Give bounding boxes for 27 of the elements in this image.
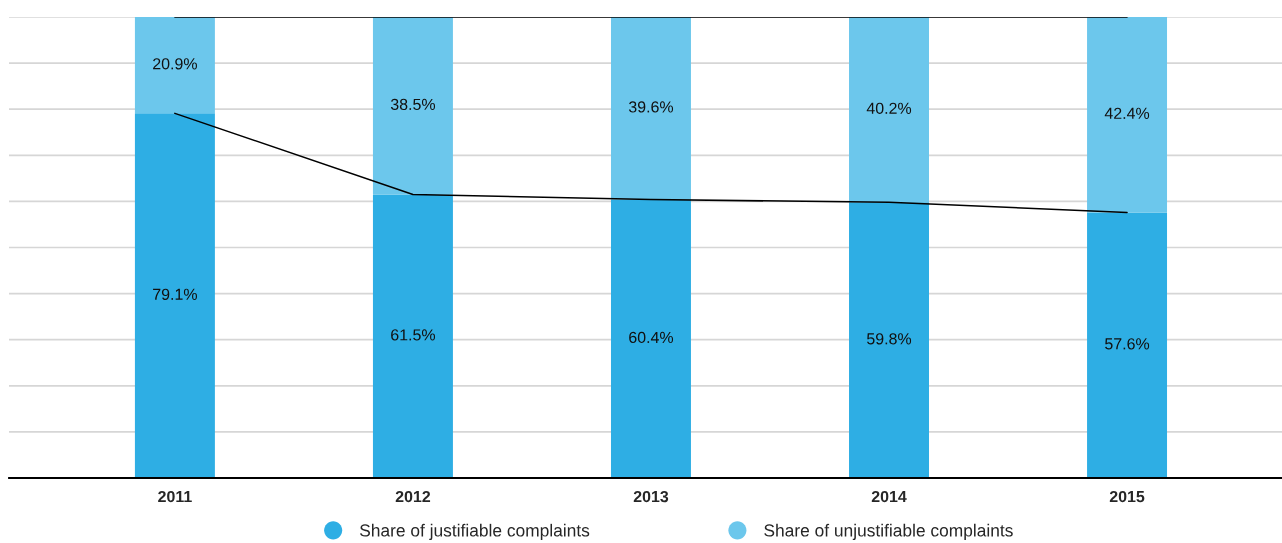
- bar: [372, 17, 453, 195]
- data-label: 38.5%: [390, 98, 436, 111]
- data-label: 42.4%: [1104, 107, 1150, 119]
- data-label: 20.9%: [153, 58, 197, 70]
- bar: [134, 17, 215, 114]
- bar: [849, 17, 929, 203]
- x-tick-label: 2012: [395, 490, 431, 503]
- data-label: 61.5%: [391, 329, 436, 341]
- x-tick-label: 2013: [633, 490, 669, 503]
- legend-label: Share of unjustifiable complaints: [764, 523, 1013, 541]
- data-label: 39.6%: [628, 101, 674, 113]
- data-label: 57.6%: [1105, 338, 1150, 350]
- bar: [849, 202, 929, 478]
- bar: [134, 113, 215, 478]
- bar: [610, 199, 691, 478]
- x-tick-label: 2015: [1109, 490, 1145, 503]
- data-label: 60.4%: [629, 331, 674, 344]
- bar: [372, 194, 453, 478]
- data-label: 79.1%: [153, 288, 197, 300]
- bar: [610, 17, 691, 200]
- x-tick-label: 2011: [158, 490, 192, 503]
- bar: [1087, 212, 1168, 478]
- data-label: 40.2%: [866, 102, 912, 114]
- legend-label: Share of justifiable complaints: [360, 523, 590, 541]
- x-tick-label: 2014: [871, 490, 907, 503]
- data-label: 59.8%: [867, 333, 912, 345]
- bar: [1087, 17, 1168, 213]
